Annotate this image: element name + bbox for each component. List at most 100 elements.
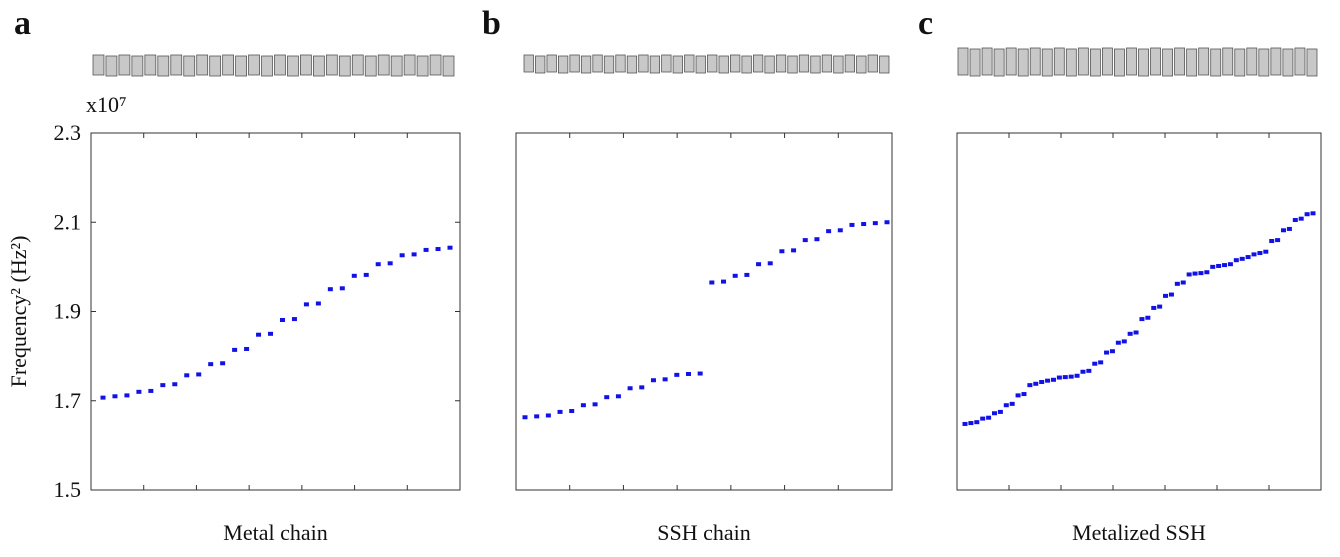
chain-block — [753, 55, 762, 72]
chain-block — [184, 56, 195, 76]
data-point — [558, 410, 563, 414]
data-point — [304, 302, 309, 306]
chain-block — [145, 55, 156, 75]
data-point — [1104, 351, 1109, 355]
chain-block — [1139, 49, 1149, 76]
data-point — [1092, 362, 1097, 366]
data-point — [1287, 227, 1292, 231]
chain-block — [326, 55, 337, 75]
chain-block — [742, 56, 751, 73]
data-point — [232, 348, 237, 352]
data-point — [148, 389, 153, 393]
chain-block — [719, 56, 728, 73]
chain-block — [1199, 48, 1209, 75]
plot-frame — [516, 133, 892, 490]
data-point — [1263, 250, 1268, 254]
chain-block — [365, 56, 376, 76]
data-point — [1234, 258, 1239, 262]
chain-block — [685, 55, 694, 72]
data-point — [709, 280, 714, 284]
y-tick-label: 1.9 — [54, 299, 82, 324]
data-point — [803, 238, 808, 242]
chain-block — [1126, 48, 1136, 75]
chain-block — [1307, 49, 1317, 76]
data-point — [1281, 228, 1286, 232]
chain-block — [313, 56, 324, 76]
data-point — [352, 274, 357, 278]
data-point — [376, 262, 381, 266]
panel-label: c — [918, 5, 933, 42]
data-point — [721, 280, 726, 284]
data-point — [744, 273, 749, 277]
data-point — [885, 220, 890, 224]
data-point — [388, 261, 393, 265]
data-point — [124, 393, 129, 397]
data-point — [172, 382, 177, 386]
data-point — [756, 262, 761, 266]
data-point — [1293, 218, 1298, 222]
data-point — [998, 410, 1003, 414]
data-point — [814, 237, 819, 241]
chain-block — [799, 55, 808, 72]
data-point — [768, 261, 773, 265]
data-point — [1157, 305, 1162, 309]
data-point — [1098, 360, 1103, 364]
chain-block — [958, 48, 968, 75]
data-point — [208, 362, 213, 366]
chain-block — [547, 55, 556, 72]
chain-block — [1102, 48, 1112, 75]
data-point — [581, 403, 586, 407]
chain-block — [765, 56, 774, 73]
data-point — [1216, 264, 1221, 268]
data-point — [1257, 251, 1262, 255]
y-tick-label: 1.5 — [54, 477, 82, 502]
data-point — [523, 415, 528, 419]
chain-block — [1235, 49, 1245, 76]
data-point — [628, 386, 633, 390]
data-point — [1128, 332, 1133, 336]
chain-block — [1030, 48, 1040, 75]
chain-block — [1187, 49, 1197, 76]
chain-block — [535, 56, 544, 73]
data-point — [1033, 382, 1038, 386]
data-point — [1139, 317, 1144, 321]
panel-label: b — [482, 5, 501, 42]
data-point — [1228, 262, 1233, 266]
data-point — [280, 318, 285, 322]
data-point — [1122, 339, 1127, 343]
data-point — [328, 287, 333, 291]
data-point — [861, 222, 866, 226]
data-point — [436, 247, 441, 251]
data-point — [849, 223, 854, 227]
data-point — [974, 420, 979, 424]
data-point — [160, 383, 165, 387]
data-point — [1051, 378, 1056, 382]
data-point — [651, 378, 656, 382]
x-axis-label: Metalized SSH — [1072, 520, 1206, 545]
data-point — [826, 229, 831, 233]
data-point — [1175, 282, 1180, 286]
data-point — [963, 422, 968, 426]
y-tick-label: 1.7 — [54, 388, 82, 413]
chain-block — [1078, 48, 1088, 75]
data-point — [1075, 374, 1080, 378]
data-point — [1086, 369, 1091, 373]
chain-block — [236, 56, 247, 76]
chain-block — [339, 56, 350, 76]
chain-block — [262, 56, 273, 76]
panel-label: a — [14, 5, 31, 42]
chain-block — [1066, 49, 1076, 76]
chain-block — [834, 56, 843, 73]
y-tick-label: 2.3 — [54, 120, 82, 145]
data-point — [412, 252, 417, 256]
chain-block — [210, 56, 221, 76]
chain-block — [1163, 49, 1173, 76]
figure: a1.51.71.92.12.3x10⁷Frequency² (Hz²)Meta… — [0, 0, 1340, 552]
chain-block — [352, 55, 363, 75]
data-point — [340, 286, 345, 290]
data-point — [101, 396, 106, 400]
chain-block — [604, 56, 613, 73]
chain-block — [994, 49, 1004, 76]
data-point — [1045, 379, 1050, 383]
data-point — [791, 248, 796, 252]
